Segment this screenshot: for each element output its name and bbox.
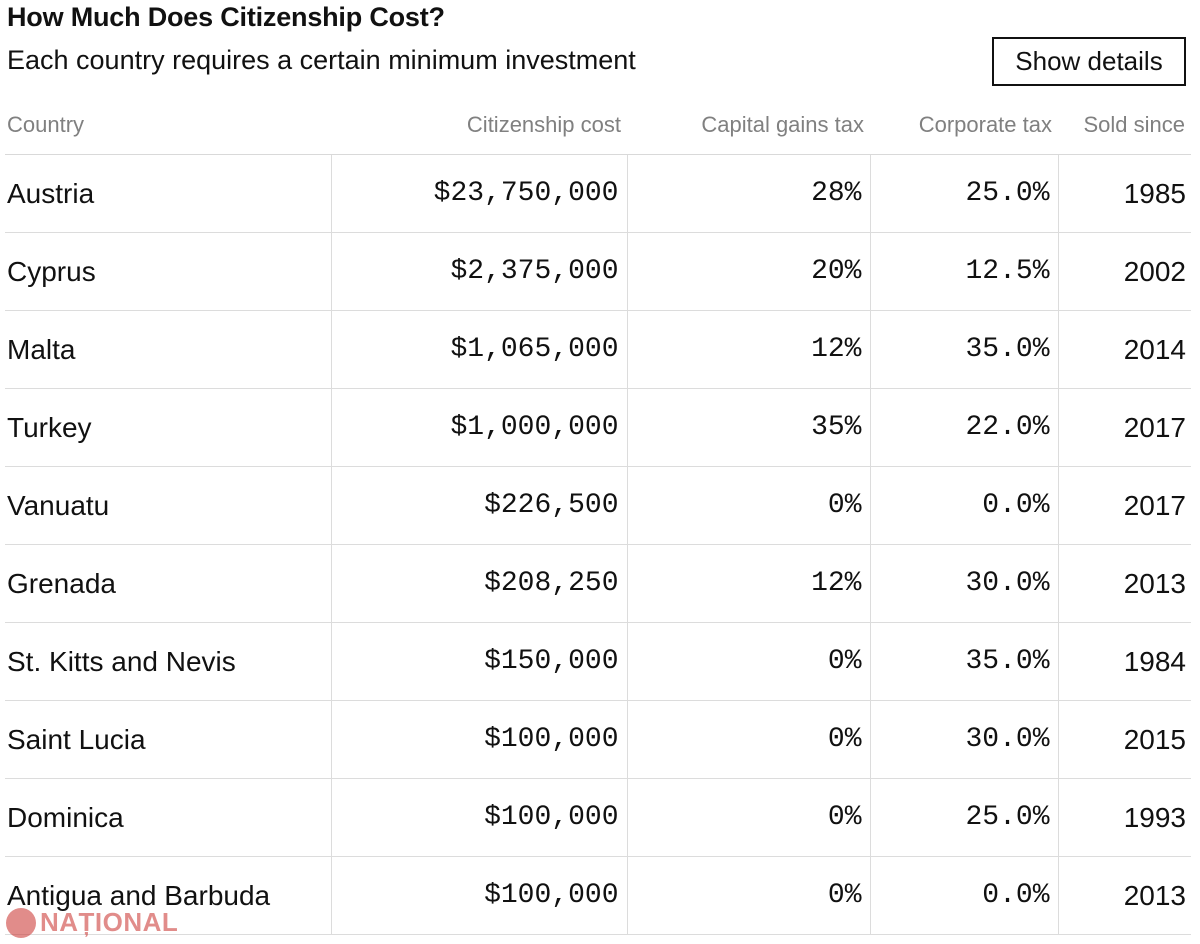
citizenship-cost-cell: $2,375,000 — [330, 232, 627, 311]
sold-since-cell: 1984 — [1057, 622, 1191, 701]
corporate-tax-cell: 25.0% — [869, 154, 1058, 233]
citizenship-cost-cell: $226,500 — [330, 466, 627, 545]
citizenship-cost-cell: $100,000 — [330, 778, 627, 857]
sold-since-cell: 1993 — [1057, 778, 1191, 857]
country-cell: Grenada — [5, 544, 331, 623]
country-cell: Vanuatu — [5, 466, 331, 545]
page-title: How Much Does Citizenship Cost? — [7, 2, 445, 32]
table-row: Dominica $100,000 0% 25.0% 1993 — [5, 778, 1191, 857]
page-subtitle: Each country requires a certain minimum … — [7, 45, 636, 75]
watermark-text: NAȚIONAL — [40, 907, 179, 937]
table-row: Malta $1,065,000 12% 35.0% 2014 — [5, 310, 1191, 389]
capital-gains-tax-cell: 12% — [626, 544, 870, 623]
table-row: Grenada $208,250 12% 30.0% 2013 — [5, 544, 1191, 623]
column-header-country[interactable]: Country — [5, 96, 331, 155]
country-cell: Turkey — [5, 388, 331, 467]
sold-since-cell: 2017 — [1057, 388, 1191, 467]
citizenship-cost-cell: $100,000 — [330, 856, 627, 935]
watermark-logo-icon — [6, 907, 36, 938]
column-header-citizenship-cost[interactable]: Citizenship cost — [331, 96, 627, 155]
capital-gains-tax-cell: 0% — [626, 622, 870, 701]
corporate-tax-cell: 25.0% — [869, 778, 1058, 857]
corporate-tax-cell: 22.0% — [869, 388, 1058, 467]
capital-gains-tax-cell: 28% — [626, 154, 870, 233]
citizenship-cost-cell: $208,250 — [330, 544, 627, 623]
citizenship-cost-table: Country Citizenship cost Capital gains t… — [5, 96, 1191, 935]
sold-since-cell: 2015 — [1057, 700, 1191, 779]
capital-gains-tax-cell: 20% — [626, 232, 870, 311]
capital-gains-tax-cell: 0% — [626, 856, 870, 935]
table-row: Saint Lucia $100,000 0% 30.0% 2015 — [5, 700, 1191, 779]
sold-since-cell: 1985 — [1057, 154, 1191, 233]
capital-gains-tax-cell: 35% — [626, 388, 870, 467]
capital-gains-tax-cell: 0% — [626, 466, 870, 545]
table-row: Austria $23,750,000 28% 25.0% 1985 — [5, 154, 1191, 233]
country-cell: Saint Lucia — [5, 700, 331, 779]
country-cell: St. Kitts and Nevis — [5, 622, 331, 701]
table-row: Turkey $1,000,000 35% 22.0% 2017 — [5, 388, 1191, 467]
corporate-tax-cell: 30.0% — [869, 544, 1058, 623]
table-row: Antigua and Barbuda $100,000 0% 0.0% 2013 — [5, 856, 1191, 935]
table-body: Austria $23,750,000 28% 25.0% 1985 Cyprus $2,3… — [5, 154, 1191, 935]
sold-since-cell: 2013 — [1057, 856, 1191, 935]
citizenship-cost-cell: $1,000,000 — [330, 388, 627, 467]
citizenship-cost-cell: $150,000 — [330, 622, 627, 701]
show-details-button[interactable]: Show details — [992, 37, 1186, 86]
corporate-tax-cell: 35.0% — [869, 310, 1058, 389]
capital-gains-tax-cell: 0% — [626, 778, 870, 857]
column-header-corporate-tax[interactable]: Corporate tax — [870, 96, 1058, 155]
citizenship-cost-cell: $1,065,000 — [330, 310, 627, 389]
capital-gains-tax-cell: 0% — [626, 700, 870, 779]
corporate-tax-cell: 35.0% — [869, 622, 1058, 701]
corporate-tax-cell: 0.0% — [869, 466, 1058, 545]
table-header-row: Country Citizenship cost Capital gains t… — [5, 96, 1191, 155]
watermark: NAȚIONAL — [6, 907, 178, 938]
sold-since-cell: 2017 — [1057, 466, 1191, 545]
country-cell: Dominica — [5, 778, 331, 857]
citizenship-cost-cell: $23,750,000 — [330, 154, 627, 233]
table-row: Cyprus $2,375,000 20% 12.5% 2002 — [5, 232, 1191, 311]
country-cell: Austria — [5, 154, 331, 233]
corporate-tax-cell: 12.5% — [869, 232, 1058, 311]
country-cell: Cyprus — [5, 232, 331, 311]
sold-since-cell: 2013 — [1057, 544, 1191, 623]
corporate-tax-cell: 30.0% — [869, 700, 1058, 779]
country-cell: Malta — [5, 310, 331, 389]
column-header-capital-gains-tax[interactable]: Capital gains tax — [627, 96, 870, 155]
table-row: Vanuatu $226,500 0% 0.0% 2017 — [5, 466, 1191, 545]
capital-gains-tax-cell: 12% — [626, 310, 870, 389]
table-row: St. Kitts and Nevis $150,000 0% 35.0% 1984 — [5, 622, 1191, 701]
sold-since-cell: 2014 — [1057, 310, 1191, 389]
corporate-tax-cell: 0.0% — [869, 856, 1058, 935]
country-cell: Antigua and Barbuda — [5, 856, 331, 935]
citizenship-cost-cell: $100,000 — [330, 700, 627, 779]
sold-since-cell: 2002 — [1057, 232, 1191, 311]
column-header-sold-since[interactable]: Sold since — [1058, 96, 1191, 155]
